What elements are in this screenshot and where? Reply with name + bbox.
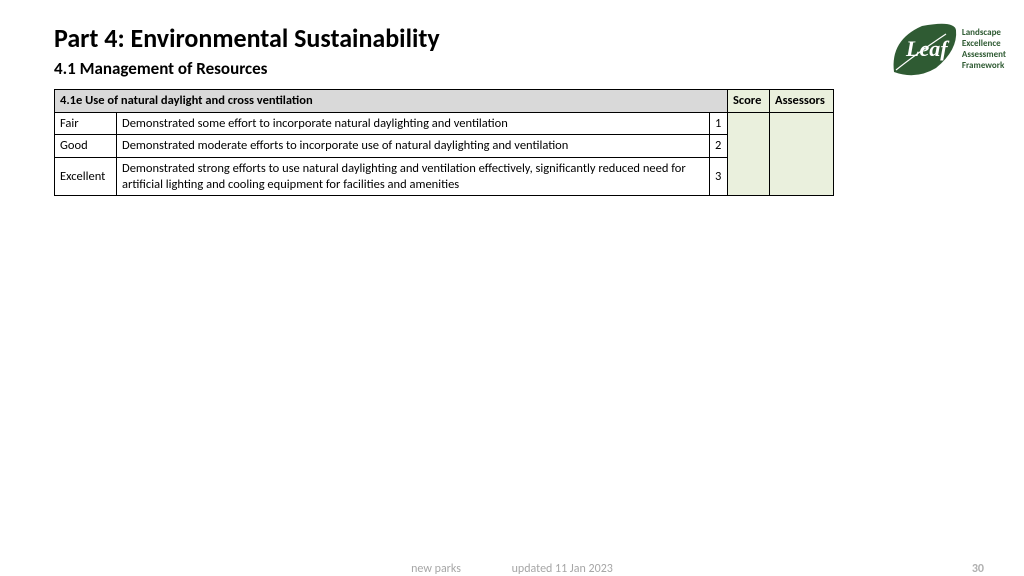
table-row: Fair Demonstrated some effort to incorpo… — [55, 112, 834, 135]
footer-label: new parks — [411, 562, 461, 576]
points-cell: 2 — [710, 135, 728, 158]
assessors-cell — [770, 112, 834, 196]
section-subtitle: 4.1 Management of Resources — [54, 58, 970, 79]
logo-tagline-line: Framework — [962, 61, 1006, 72]
footer-updated: updated 11 Jan 2023 — [512, 562, 613, 576]
svg-text:Leaf: Leaf — [905, 36, 950, 61]
score-cell — [728, 112, 770, 196]
rating-cell: Fair — [55, 112, 117, 135]
logo-tagline: Landscape Excellence Assessment Framewor… — [962, 28, 1006, 71]
criteria-header: 4.1e Use of natural daylight and cross v… — [55, 90, 728, 113]
logo: Leaf Landscape Excellence Assessment Fra… — [886, 20, 1006, 80]
table-row: Good Demonstrated moderate efforts to in… — [55, 135, 834, 158]
score-header: Score — [728, 90, 770, 113]
points-cell: 3 — [710, 157, 728, 195]
table-row: Excellent Demonstrated strong efforts to… — [55, 157, 834, 195]
page-title: Part 4: Environmental Sustainability — [54, 22, 970, 54]
desc-cell: Demonstrated moderate efforts to incorpo… — [117, 135, 710, 158]
rating-cell: Excellent — [55, 157, 117, 195]
desc-cell: Demonstrated strong efforts to use natur… — [117, 157, 710, 195]
assessors-header: Assessors — [770, 90, 834, 113]
desc-cell: Demonstrated some effort to incorporate … — [117, 112, 710, 135]
leaf-icon: Leaf — [886, 20, 958, 80]
rubric-table: 4.1e Use of natural daylight and cross v… — [54, 89, 834, 196]
rating-cell: Good — [55, 135, 117, 158]
page-number: 30 — [972, 562, 984, 576]
points-cell: 1 — [710, 112, 728, 135]
